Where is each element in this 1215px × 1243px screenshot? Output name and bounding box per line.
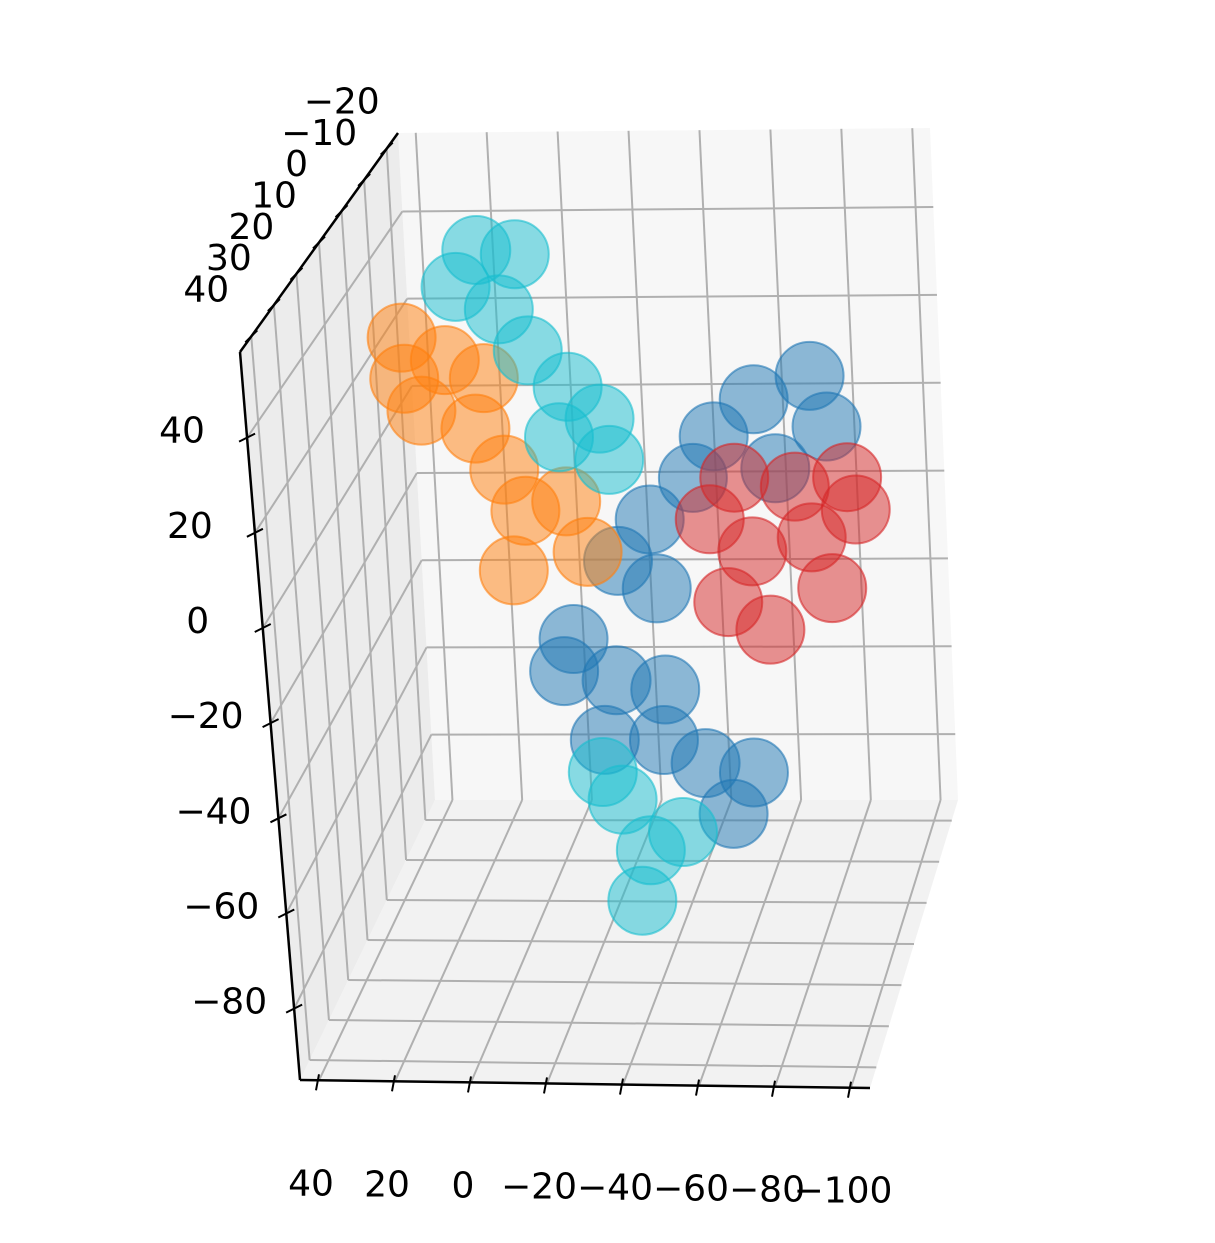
y-tick — [334, 204, 349, 218]
z-tick-label: −20 — [168, 696, 244, 737]
grid-line — [367, 939, 915, 945]
point — [621, 553, 692, 624]
y-tick — [312, 235, 326, 250]
x-tick-label: −100 — [794, 1171, 893, 1212]
z-tick — [262, 718, 280, 729]
z-tick — [238, 432, 256, 443]
series — [529, 340, 862, 849]
y-tick — [357, 173, 371, 187]
x-tick-label: −40 — [577, 1168, 653, 1209]
x-tick — [771, 1080, 776, 1097]
grid-line — [250, 336, 311, 1061]
point — [574, 424, 645, 495]
y-tick — [267, 298, 281, 312]
grid-line — [911, 128, 942, 801]
point — [820, 474, 891, 545]
point — [369, 343, 440, 414]
point — [607, 865, 678, 936]
y-tick-label: −20 — [304, 82, 380, 123]
grid-line — [318, 242, 369, 941]
grid-line — [246, 210, 404, 439]
z-tick-label: −40 — [175, 791, 251, 832]
grid-line — [426, 645, 952, 649]
grid-line — [328, 1019, 889, 1028]
x-tick — [467, 1076, 472, 1093]
grid-line — [309, 1059, 877, 1069]
point — [630, 654, 701, 725]
grid-line — [348, 979, 902, 987]
x-tick-label: 40 — [288, 1163, 334, 1204]
grid-line — [414, 132, 454, 801]
z-tick — [285, 1003, 303, 1014]
z-tick — [254, 623, 272, 633]
z-tick — [269, 813, 287, 824]
point — [567, 737, 638, 808]
z-tick-label: 40 — [159, 411, 205, 452]
x-axis-line — [299, 1078, 871, 1090]
series — [366, 302, 623, 606]
point — [674, 484, 745, 555]
x-tick-label: 0 — [452, 1165, 475, 1206]
grid-line — [295, 273, 350, 981]
grid-line — [340, 211, 388, 901]
grid-line — [285, 646, 428, 914]
x-tick-label: −60 — [653, 1169, 729, 1210]
z-tick — [246, 527, 264, 538]
grid-line — [269, 472, 418, 724]
z-tick-label: −80 — [191, 982, 267, 1023]
z-tick-label: −60 — [183, 886, 259, 927]
point — [735, 594, 806, 665]
x-tick — [695, 1079, 700, 1096]
y-tick — [244, 329, 258, 344]
x-tick-label: −80 — [729, 1170, 805, 1211]
z-tick — [277, 908, 295, 919]
x-tick — [619, 1078, 624, 1095]
z-axis-line — [238, 351, 302, 1081]
point — [529, 636, 600, 707]
y-tick — [380, 141, 394, 156]
floor-pane — [300, 800, 958, 1088]
y-tick-label: −10 — [281, 113, 357, 154]
grid-line — [277, 559, 423, 819]
grid-line — [261, 385, 413, 629]
x-tick — [391, 1075, 396, 1092]
x-tick-label: −20 — [501, 1166, 577, 1207]
x-tick — [315, 1074, 320, 1091]
x-tick — [847, 1081, 852, 1098]
point — [797, 553, 868, 624]
grid-line — [293, 734, 433, 1010]
x-tick-label: 20 — [364, 1164, 410, 1205]
point — [647, 797, 718, 868]
y-tick — [289, 267, 304, 281]
y-tick-label: 20 — [229, 207, 275, 248]
point — [478, 535, 549, 606]
y-tick-label: 10 — [251, 176, 297, 217]
series — [674, 442, 891, 665]
series — [420, 215, 718, 936]
grid-line — [272, 304, 330, 1021]
point — [552, 516, 623, 587]
z-tick-label: 20 — [167, 506, 213, 547]
grid-line — [402, 206, 934, 213]
grid-line — [385, 148, 427, 821]
y-tick-label: 0 — [285, 144, 308, 185]
y-tick-label: 30 — [206, 238, 252, 279]
z-tick-label: 0 — [186, 601, 209, 642]
y-tick-label: 40 — [183, 269, 229, 310]
grid-line — [363, 179, 408, 861]
x-tick — [543, 1077, 548, 1094]
